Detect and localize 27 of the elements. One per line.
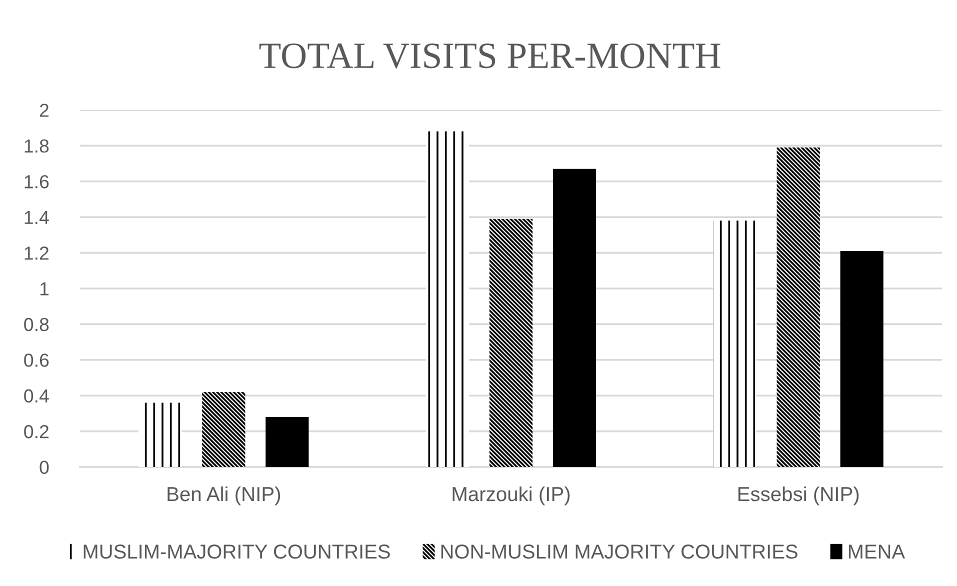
x-tick-label: Marzouki (IP) <box>452 486 570 506</box>
bar <box>489 218 533 467</box>
legend-label: MENA <box>848 544 906 559</box>
bar <box>776 147 820 467</box>
y-tick-label: 0 <box>40 460 49 474</box>
chart-title: TOTAL VISITS PER-MONTH <box>259 43 720 68</box>
y-tick-label: 1.8 <box>24 139 49 153</box>
y-tick-label: 0.8 <box>24 318 49 332</box>
bar <box>202 392 246 467</box>
bar <box>713 220 756 467</box>
y-tick-label: 0.2 <box>24 425 49 438</box>
y-tick-label: 0.6 <box>24 354 49 367</box>
y-tick-label: 2 <box>40 104 49 117</box>
y-tick-label: 1.4 <box>24 210 49 224</box>
x-tick-label: Ben Ali (NIP) <box>168 486 280 506</box>
bar <box>266 417 309 467</box>
y-tick-label: 1.6 <box>24 175 49 188</box>
bar <box>840 251 884 467</box>
legend-label: NON-MUSLIM MAJORITY COUNTRIES <box>441 544 798 559</box>
x-tick-label: Essebsi (NIP) <box>738 486 859 506</box>
legend-label: MUSLIM-MAJORITY COUNTRIES <box>84 544 390 559</box>
y-tick-label: 1.2 <box>24 246 49 260</box>
bar <box>138 402 182 467</box>
bar <box>426 131 470 467</box>
y-tick-label: 1 <box>40 282 49 296</box>
y-tick-label: 0.4 <box>24 389 49 403</box>
bar <box>552 168 596 467</box>
